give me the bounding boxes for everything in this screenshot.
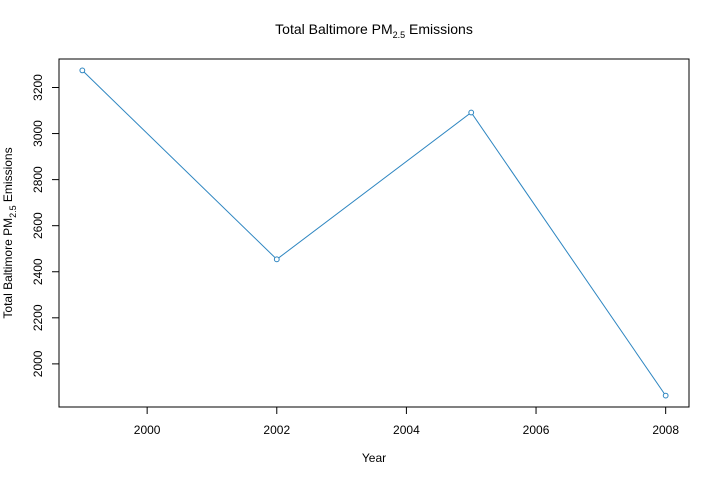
x-axis-label: Year: [362, 451, 386, 465]
series-layer: [79, 67, 669, 399]
y-tick-label-2800: 2800: [31, 166, 45, 193]
plot-frame: [58, 58, 690, 408]
data-point-2002: [273, 256, 280, 263]
y-axis-label: Total Baltimore PM2.5 Emissions: [1, 147, 18, 318]
y-tick-label-2200: 2200: [31, 304, 45, 331]
x-tick-label-2000: 2000: [134, 423, 161, 437]
y-tick-label-2000: 2000: [31, 350, 45, 377]
series-line-0: [81, 70, 667, 396]
y-tick-label-2600: 2600: [31, 212, 45, 239]
x-tick-label-2004: 2004: [393, 423, 420, 437]
data-point-2008: [662, 392, 669, 399]
y-tick-label-2400: 2400: [31, 258, 45, 285]
data-point-1999: [79, 67, 86, 74]
data-point-2005: [468, 109, 475, 116]
y-tick-label-3000: 3000: [31, 120, 45, 147]
x-tick-label-2008: 2008: [652, 423, 679, 437]
x-tick-label-2002: 2002: [263, 423, 290, 437]
chart-title: Total Baltimore PM2.5 Emissions: [275, 21, 473, 40]
x-axis: 2000 2002 2004 2006 2008: [134, 407, 679, 437]
x-tick-label-2006: 2006: [523, 423, 550, 437]
y-tick-label-3200: 3200: [31, 74, 45, 101]
y-axis: 2000 2200 2400 2600 2800 3000 3200: [31, 74, 59, 377]
